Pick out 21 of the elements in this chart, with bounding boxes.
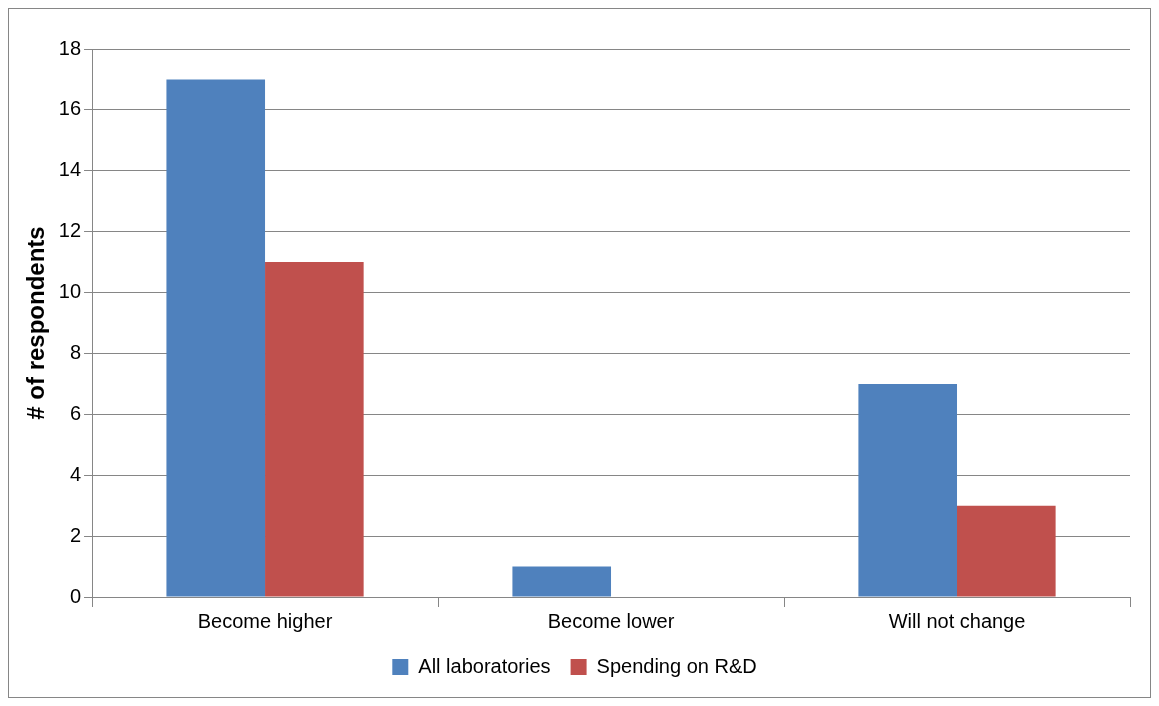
y-tick-label: 16 xyxy=(58,97,82,120)
bar xyxy=(265,262,364,597)
x-tick-label: Become lower xyxy=(547,609,675,632)
legend-label: All laboratories xyxy=(418,654,551,677)
x-tick-label: Will not change xyxy=(888,609,1026,632)
y-tick-label: 0 xyxy=(69,584,82,607)
y-tick-label: 14 xyxy=(58,158,82,181)
y-tick-label: 4 xyxy=(69,462,82,485)
bar xyxy=(957,505,1056,597)
x-tick-label: Become higher xyxy=(197,609,333,632)
bar xyxy=(512,566,612,597)
y-axis-title: # of respondents xyxy=(22,226,50,420)
bar xyxy=(166,79,266,597)
y-tick-label: 2 xyxy=(69,523,82,546)
legend-label: Spending on R&D xyxy=(596,654,757,677)
y-tick-label: 10 xyxy=(58,280,82,303)
y-tick-label: 12 xyxy=(58,219,82,242)
y-tick-label: 6 xyxy=(69,401,82,424)
y-tick-label: 8 xyxy=(69,340,82,363)
bar xyxy=(858,383,958,597)
y-tick-label: 18 xyxy=(58,36,82,59)
